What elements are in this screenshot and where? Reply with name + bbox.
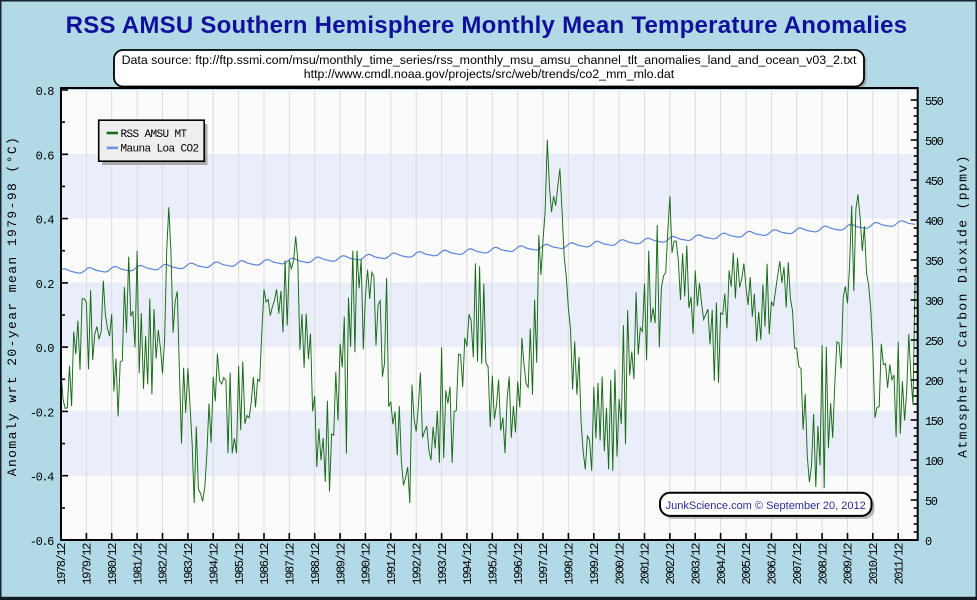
svg-text:Data source: ftp://ftp.ssmi.co: Data source: ftp://ftp.ssmi.com/msu/mont… (122, 53, 857, 67)
svg-text:-0.4: -0.4 (30, 471, 54, 485)
svg-text:1993/12: 1993/12 (436, 543, 450, 585)
svg-text:2001/12: 2001/12 (639, 543, 653, 585)
svg-text:Mauna Loa CO2: Mauna Loa CO2 (121, 144, 199, 156)
svg-text:1995/12: 1995/12 (487, 543, 501, 585)
svg-text:1989/12: 1989/12 (334, 543, 348, 585)
svg-text:JunkScience.com © September 20: JunkScience.com © September 20, 2012 (666, 500, 866, 512)
svg-text:2003/12: 2003/12 (690, 543, 704, 585)
svg-text:350: 350 (925, 255, 944, 269)
svg-text:250: 250 (925, 335, 944, 349)
svg-text:550: 550 (925, 95, 944, 109)
svg-text:0: 0 (925, 535, 932, 549)
svg-text:500: 500 (925, 135, 944, 149)
svg-text:1983/12: 1983/12 (182, 543, 196, 585)
svg-text:1990/12: 1990/12 (360, 543, 374, 585)
svg-text:2008/12: 2008/12 (816, 543, 830, 585)
svg-text:300: 300 (925, 295, 944, 309)
svg-text:0.0: 0.0 (36, 342, 55, 356)
svg-text:2004/12: 2004/12 (715, 543, 729, 585)
svg-text:2009/12: 2009/12 (842, 543, 856, 585)
svg-text:1991/12: 1991/12 (385, 543, 399, 585)
svg-text:2002/12: 2002/12 (664, 543, 678, 585)
svg-text:RSS AMSU Southern Hemisphere M: RSS AMSU Southern Hemisphere Monthly Mea… (66, 12, 908, 39)
svg-text:Anomaly wrt 20-year mean 1979-: Anomaly wrt 20-year mean 1979-98 (°C) (5, 136, 20, 476)
svg-text:0.8: 0.8 (36, 85, 55, 99)
svg-text:1982/12: 1982/12 (157, 543, 171, 585)
svg-text:400: 400 (925, 215, 944, 229)
svg-text:1992/12: 1992/12 (410, 543, 424, 585)
svg-text:1979/12: 1979/12 (81, 543, 95, 585)
svg-text:100: 100 (925, 455, 944, 469)
svg-text:1980/12: 1980/12 (106, 543, 120, 585)
svg-text:Atmospheric Carbon Dioxide (pp: Atmospheric Carbon Dioxide (ppmv) (956, 154, 971, 458)
svg-text:2010/12: 2010/12 (867, 543, 881, 585)
svg-text:1997/12: 1997/12 (537, 543, 551, 585)
svg-text:1998/12: 1998/12 (563, 543, 577, 585)
svg-text:0.2: 0.2 (36, 278, 55, 292)
svg-text:1994/12: 1994/12 (461, 543, 475, 585)
svg-text:2006/12: 2006/12 (766, 543, 780, 585)
svg-text:2005/12: 2005/12 (740, 543, 754, 585)
svg-text:1999/12: 1999/12 (588, 543, 602, 585)
svg-text:-0.6: -0.6 (30, 535, 54, 549)
svg-text:1978/12: 1978/12 (55, 543, 69, 585)
svg-text:http://www.cmdl.noaa.gov/proje: http://www.cmdl.noaa.gov/projects/src/we… (304, 67, 675, 81)
svg-text:1986/12: 1986/12 (258, 543, 272, 585)
svg-text:200: 200 (925, 375, 944, 389)
svg-text:2000/12: 2000/12 (613, 543, 627, 585)
svg-text:2011/12: 2011/12 (892, 543, 906, 585)
svg-text:2007/12: 2007/12 (791, 543, 805, 585)
svg-text:0.6: 0.6 (36, 149, 55, 163)
svg-text:1987/12: 1987/12 (284, 543, 298, 585)
svg-text:50: 50 (925, 495, 938, 509)
svg-text:450: 450 (925, 175, 944, 189)
svg-text:150: 150 (925, 415, 944, 429)
svg-text:RSS AMSU MT: RSS AMSU MT (121, 129, 188, 141)
svg-text:1984/12: 1984/12 (207, 543, 221, 585)
svg-text:1981/12: 1981/12 (131, 543, 145, 585)
svg-text:1985/12: 1985/12 (233, 543, 247, 585)
svg-text:1996/12: 1996/12 (512, 543, 526, 585)
svg-text:1988/12: 1988/12 (309, 543, 323, 585)
svg-text:-0.2: -0.2 (30, 406, 54, 420)
svg-text:0.4: 0.4 (36, 214, 55, 228)
